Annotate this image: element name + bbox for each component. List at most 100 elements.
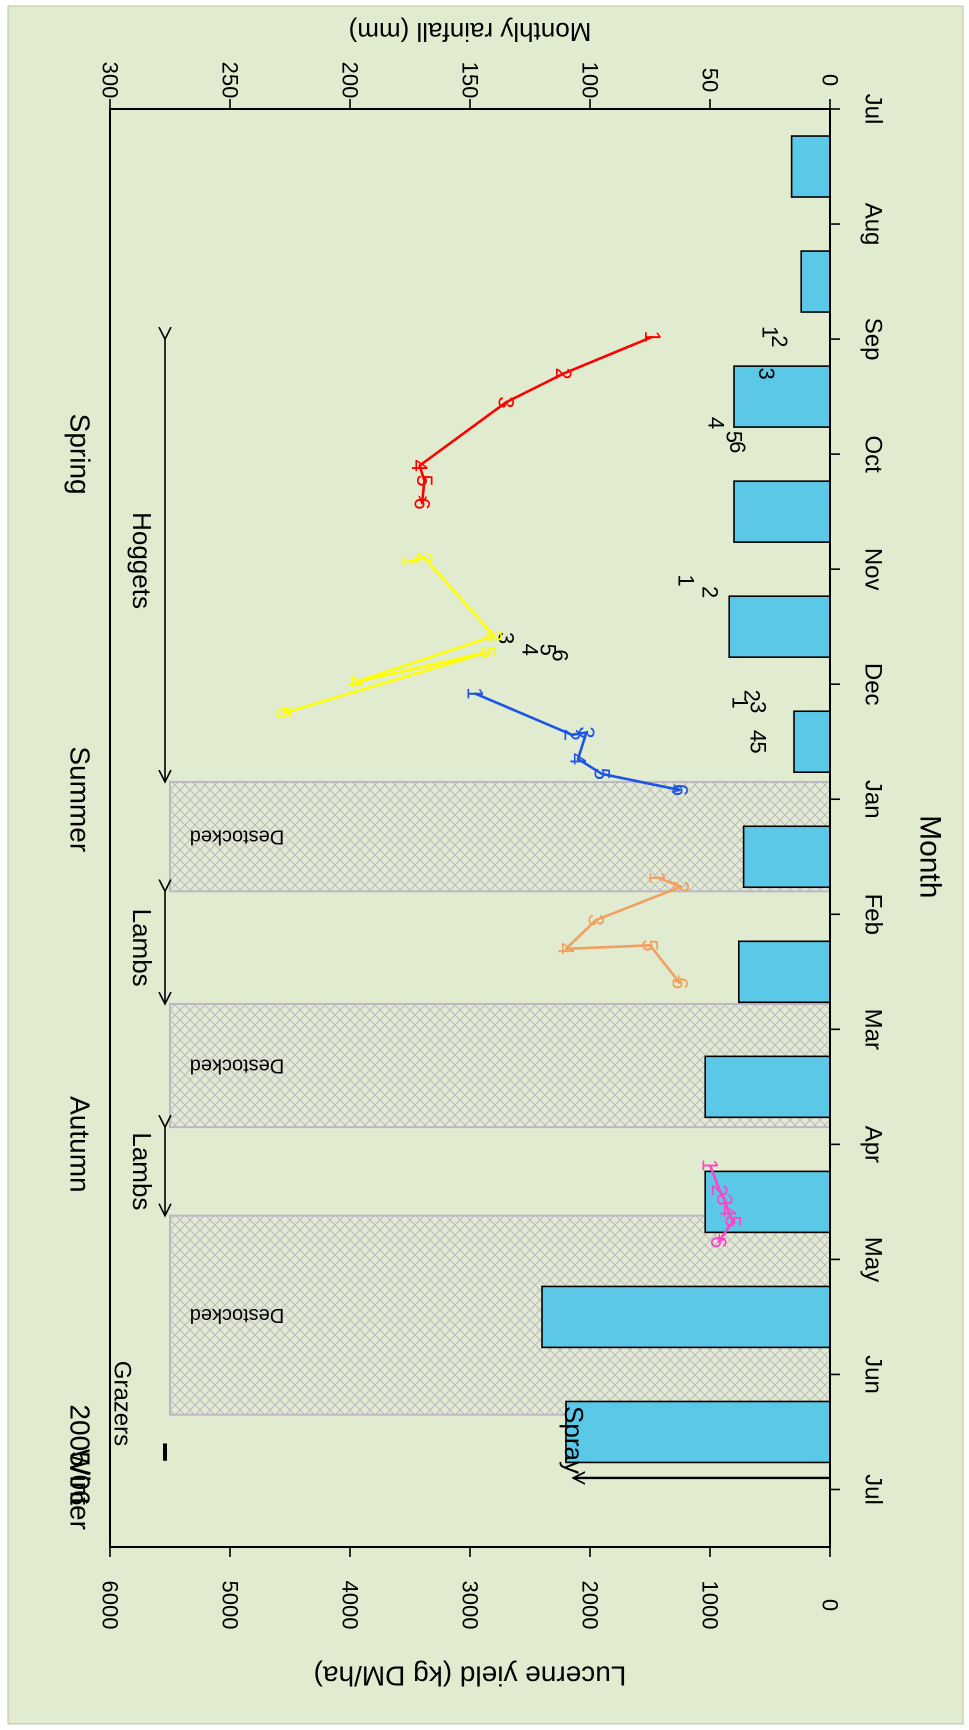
yield-point-label: 1 xyxy=(698,1159,723,1171)
destocked-region xyxy=(169,780,831,893)
month-tick-label: Nov xyxy=(860,548,887,591)
rainfall-bar xyxy=(733,365,831,428)
yield-point-label: 4 xyxy=(344,676,369,688)
grazing-label: Lambs xyxy=(127,1132,157,1210)
month-tick-label: Dec xyxy=(860,663,887,706)
yield-tick-label: 6000 xyxy=(98,1581,123,1630)
destocked-label: Destocked xyxy=(190,826,285,848)
yield-point-label: 2 xyxy=(669,881,694,893)
yield-tick-label: 2000 xyxy=(578,1581,603,1630)
rain-tick-label: 300 xyxy=(98,62,123,99)
month-tick-label: Mar xyxy=(860,1009,887,1050)
rainfall-bar xyxy=(800,250,831,313)
rainfall-bar xyxy=(790,135,831,198)
month-tick-label: Feb xyxy=(860,894,887,935)
yield-point-label: 5 xyxy=(746,741,771,753)
yield-point-label: 3 xyxy=(574,726,599,738)
month-tick-label: Jun xyxy=(860,1355,887,1394)
rain-axis-title: Monthly rainfall (mm) xyxy=(349,17,592,47)
yield-series-line xyxy=(708,1164,735,1242)
rainfall-bar xyxy=(565,1400,831,1464)
yield-point-label: 5 xyxy=(536,644,561,656)
yield-point-label: 4 xyxy=(407,459,432,471)
yield-point-label: 6 xyxy=(706,1236,731,1248)
grazing-label: Grazers xyxy=(109,1361,136,1446)
yield-axis-title: Lucerne yield (kg DM/ha) xyxy=(314,1661,627,1692)
grazing-label: Hoggets xyxy=(127,512,157,609)
yield-point-label: 2 xyxy=(767,335,792,347)
yield-point-label: 3 xyxy=(746,701,771,713)
yield-point-label: 3 xyxy=(494,396,519,408)
month-tick-label: Jul xyxy=(860,1474,887,1505)
yield-point-label: 1 xyxy=(728,696,753,708)
yield-point-label: 2 xyxy=(707,1184,732,1196)
destocked-label: Destocked xyxy=(190,1304,285,1326)
yield-tick-label: 1000 xyxy=(698,1581,723,1630)
yield-point-label: 3 xyxy=(482,630,507,642)
yield-point-label: 6 xyxy=(668,977,693,989)
season-label: Winter xyxy=(65,1449,96,1530)
spray-label: Spray xyxy=(559,1406,589,1474)
yield-series-line xyxy=(564,876,683,983)
rain-tick-label: 200 xyxy=(338,62,363,99)
yield-series-line xyxy=(418,335,653,504)
yield-point-label: 1 xyxy=(640,331,665,343)
month-tick-label: May xyxy=(860,1237,887,1282)
rain-tick-label: 100 xyxy=(578,62,603,99)
yield-point-label: 6 xyxy=(410,497,435,509)
rain-tick-label: 250 xyxy=(218,62,243,99)
yield-point-label: 5 xyxy=(722,431,747,443)
yield-point-label: 5 xyxy=(412,474,437,486)
season-label: Autumn xyxy=(65,1096,96,1193)
grazing-label: Lambs xyxy=(127,909,157,987)
rainfall-bar xyxy=(733,480,831,543)
month-tick-label: Jan xyxy=(860,780,887,819)
yield-point-label: 6 xyxy=(725,441,750,453)
yield-point-label: 2 xyxy=(412,552,437,564)
yield-series-line xyxy=(474,692,680,790)
yield-point-label: 2 xyxy=(551,367,576,379)
yield-point-label: 6 xyxy=(668,784,693,796)
yield-point-label: 5 xyxy=(638,939,663,951)
rain-tick-label: 150 xyxy=(458,62,483,99)
yield-series-line xyxy=(284,556,496,713)
rainfall-bar xyxy=(704,1055,831,1119)
yield-point-label: 3 xyxy=(494,632,519,644)
rainfall-bar xyxy=(793,710,831,774)
rainfall-bar xyxy=(728,595,831,658)
yield-point-label: 4 xyxy=(554,943,579,955)
chart-title: 2005/06 xyxy=(65,1404,96,1505)
yield-point-label: 4 xyxy=(566,753,591,765)
yield-point-label: 1 xyxy=(462,687,487,699)
month-tick-label: Jul xyxy=(860,94,887,125)
yield-point-label: 3 xyxy=(584,914,609,926)
yield-point-label: 1 xyxy=(398,555,423,567)
yield-point-label: 3 xyxy=(712,1193,737,1205)
destocked-label: Destocked xyxy=(190,1055,285,1077)
yield-point-label: 1 xyxy=(758,326,783,338)
rainfall-bar xyxy=(541,1285,831,1349)
season-label: Summer xyxy=(65,746,96,852)
rainfall-bar xyxy=(737,940,831,1004)
plot-area: Destocked Destocked Destocked Jul Aug Sep Oct N… xyxy=(65,17,947,1692)
yield-tick-label: 5000 xyxy=(218,1581,243,1630)
season-label: Spring xyxy=(65,414,96,495)
yield-point-label: 2 xyxy=(560,729,585,741)
yield-point-label: 2 xyxy=(740,690,765,702)
yield-point-label: 6 xyxy=(272,707,297,719)
rainfall-bar xyxy=(742,825,831,889)
yield-point-label: 4 xyxy=(704,417,729,429)
yield-point-label: 2 xyxy=(698,586,723,598)
x-axis-title: Month xyxy=(914,815,947,898)
yield-tick-label: 4000 xyxy=(338,1581,363,1630)
yield-point-label: 1 xyxy=(674,575,699,587)
yield-point-label: 4 xyxy=(746,730,771,742)
yield-point-label: 1 xyxy=(645,871,670,883)
yield-point-label: 4 xyxy=(518,644,543,656)
month-tick-label: Sep xyxy=(860,318,887,361)
month-tick-label: Oct xyxy=(860,435,887,473)
yield-point-label: 5 xyxy=(476,646,501,658)
yield-tick-label: 3000 xyxy=(458,1581,483,1630)
